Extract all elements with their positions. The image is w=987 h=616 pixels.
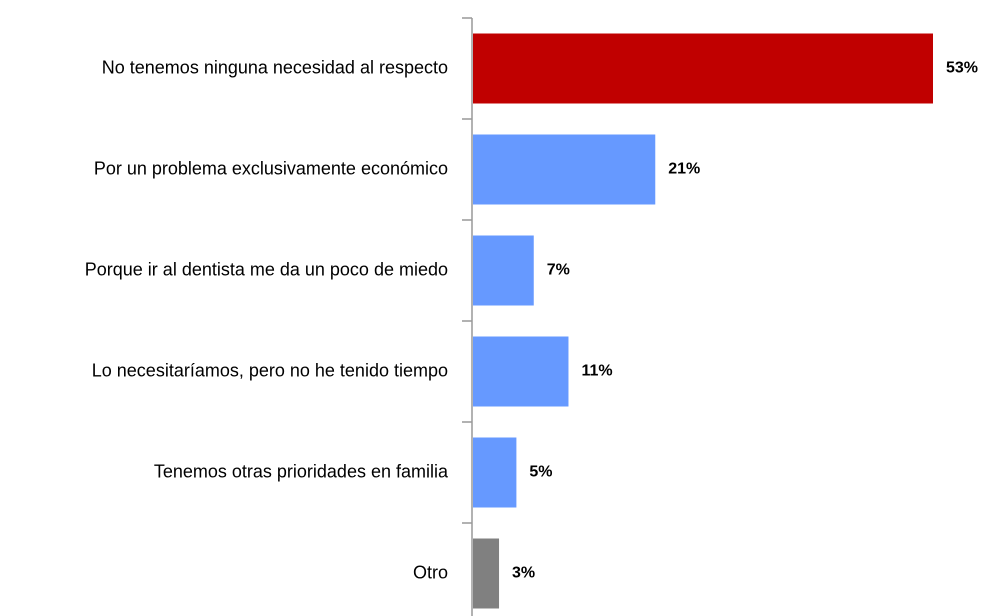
- bar: [473, 538, 500, 609]
- bar: [473, 235, 534, 306]
- value-label: 3%: [512, 565, 535, 582]
- bar: [473, 33, 933, 104]
- bar: [473, 336, 569, 407]
- category-label: No tenemos ninguna necesidad al respecto: [102, 57, 448, 77]
- value-label: 5%: [529, 464, 552, 481]
- category-label: Por un problema exclusivamente económico: [94, 158, 448, 178]
- bar: [473, 437, 517, 508]
- value-label: 53%: [946, 60, 978, 77]
- category-label: Otro: [413, 562, 448, 582]
- value-label: 7%: [547, 262, 570, 279]
- category-label: Lo necesitaríamos, pero no he tenido tie…: [92, 360, 448, 380]
- value-label: 11%: [581, 363, 612, 380]
- category-label: Porque ir al dentista me da un poco de m…: [85, 259, 448, 279]
- value-label: 21%: [668, 161, 700, 178]
- bar: [473, 134, 656, 205]
- category-label: Tenemos otras prioridades en familia: [154, 461, 449, 481]
